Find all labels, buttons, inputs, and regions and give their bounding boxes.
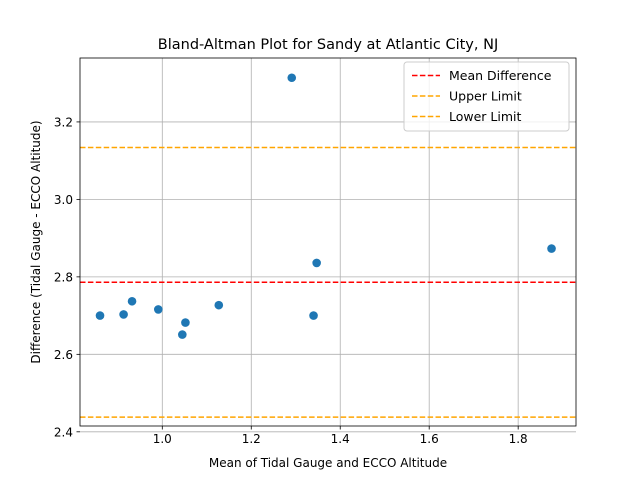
data-point [214,300,224,310]
x-tick-label: 1.2 [242,432,261,446]
reference-lines [80,146,576,418]
y-tick-label: 2.8 [54,270,73,284]
y-tick-label: 2.4 [54,425,73,439]
chart-title: Bland-Altman Plot for Sandy at Atlantic … [158,37,498,53]
legend-label-lower-limit: Lower Limit [449,109,522,124]
x-tick-label: 1.8 [509,432,528,446]
x-tick-label: 1.0 [153,432,172,446]
data-points [95,73,556,339]
data-point [309,311,318,320]
legend-box [403,61,570,132]
legend-label-upper-limit: Upper Limit [449,89,522,104]
y-tick-label: 2.6 [54,348,73,362]
x-tick-label: 1.4 [331,432,350,446]
data-point [312,258,321,268]
data-point [547,244,556,253]
data-point [287,73,297,83]
x-axis-label: Mean of Tidal Gauge and ECCO Altitude [209,456,447,470]
axes-frame [79,57,577,427]
y-axis-label: Difference (Tidal Gauge - ECCO Altitude) [29,120,43,363]
legend-label-mean-difference: Mean Difference [449,68,552,83]
data-point [153,305,163,314]
data-point [95,311,105,320]
y-tick-label: 3.2 [54,115,73,129]
data-point [127,296,137,306]
y-tick-label: 3.0 [54,193,73,207]
data-point [181,318,190,327]
data-point [119,310,128,319]
data-point [178,330,187,339]
axis-ticks: 1.0 1.2 1.4 1.6 1.8 2.4 2.6 2.8 3.0 3.2 [54,115,528,446]
x-tick-label: 1.6 [420,432,439,446]
legend: Mean Difference Upper Limit Lower Limit [403,61,570,132]
